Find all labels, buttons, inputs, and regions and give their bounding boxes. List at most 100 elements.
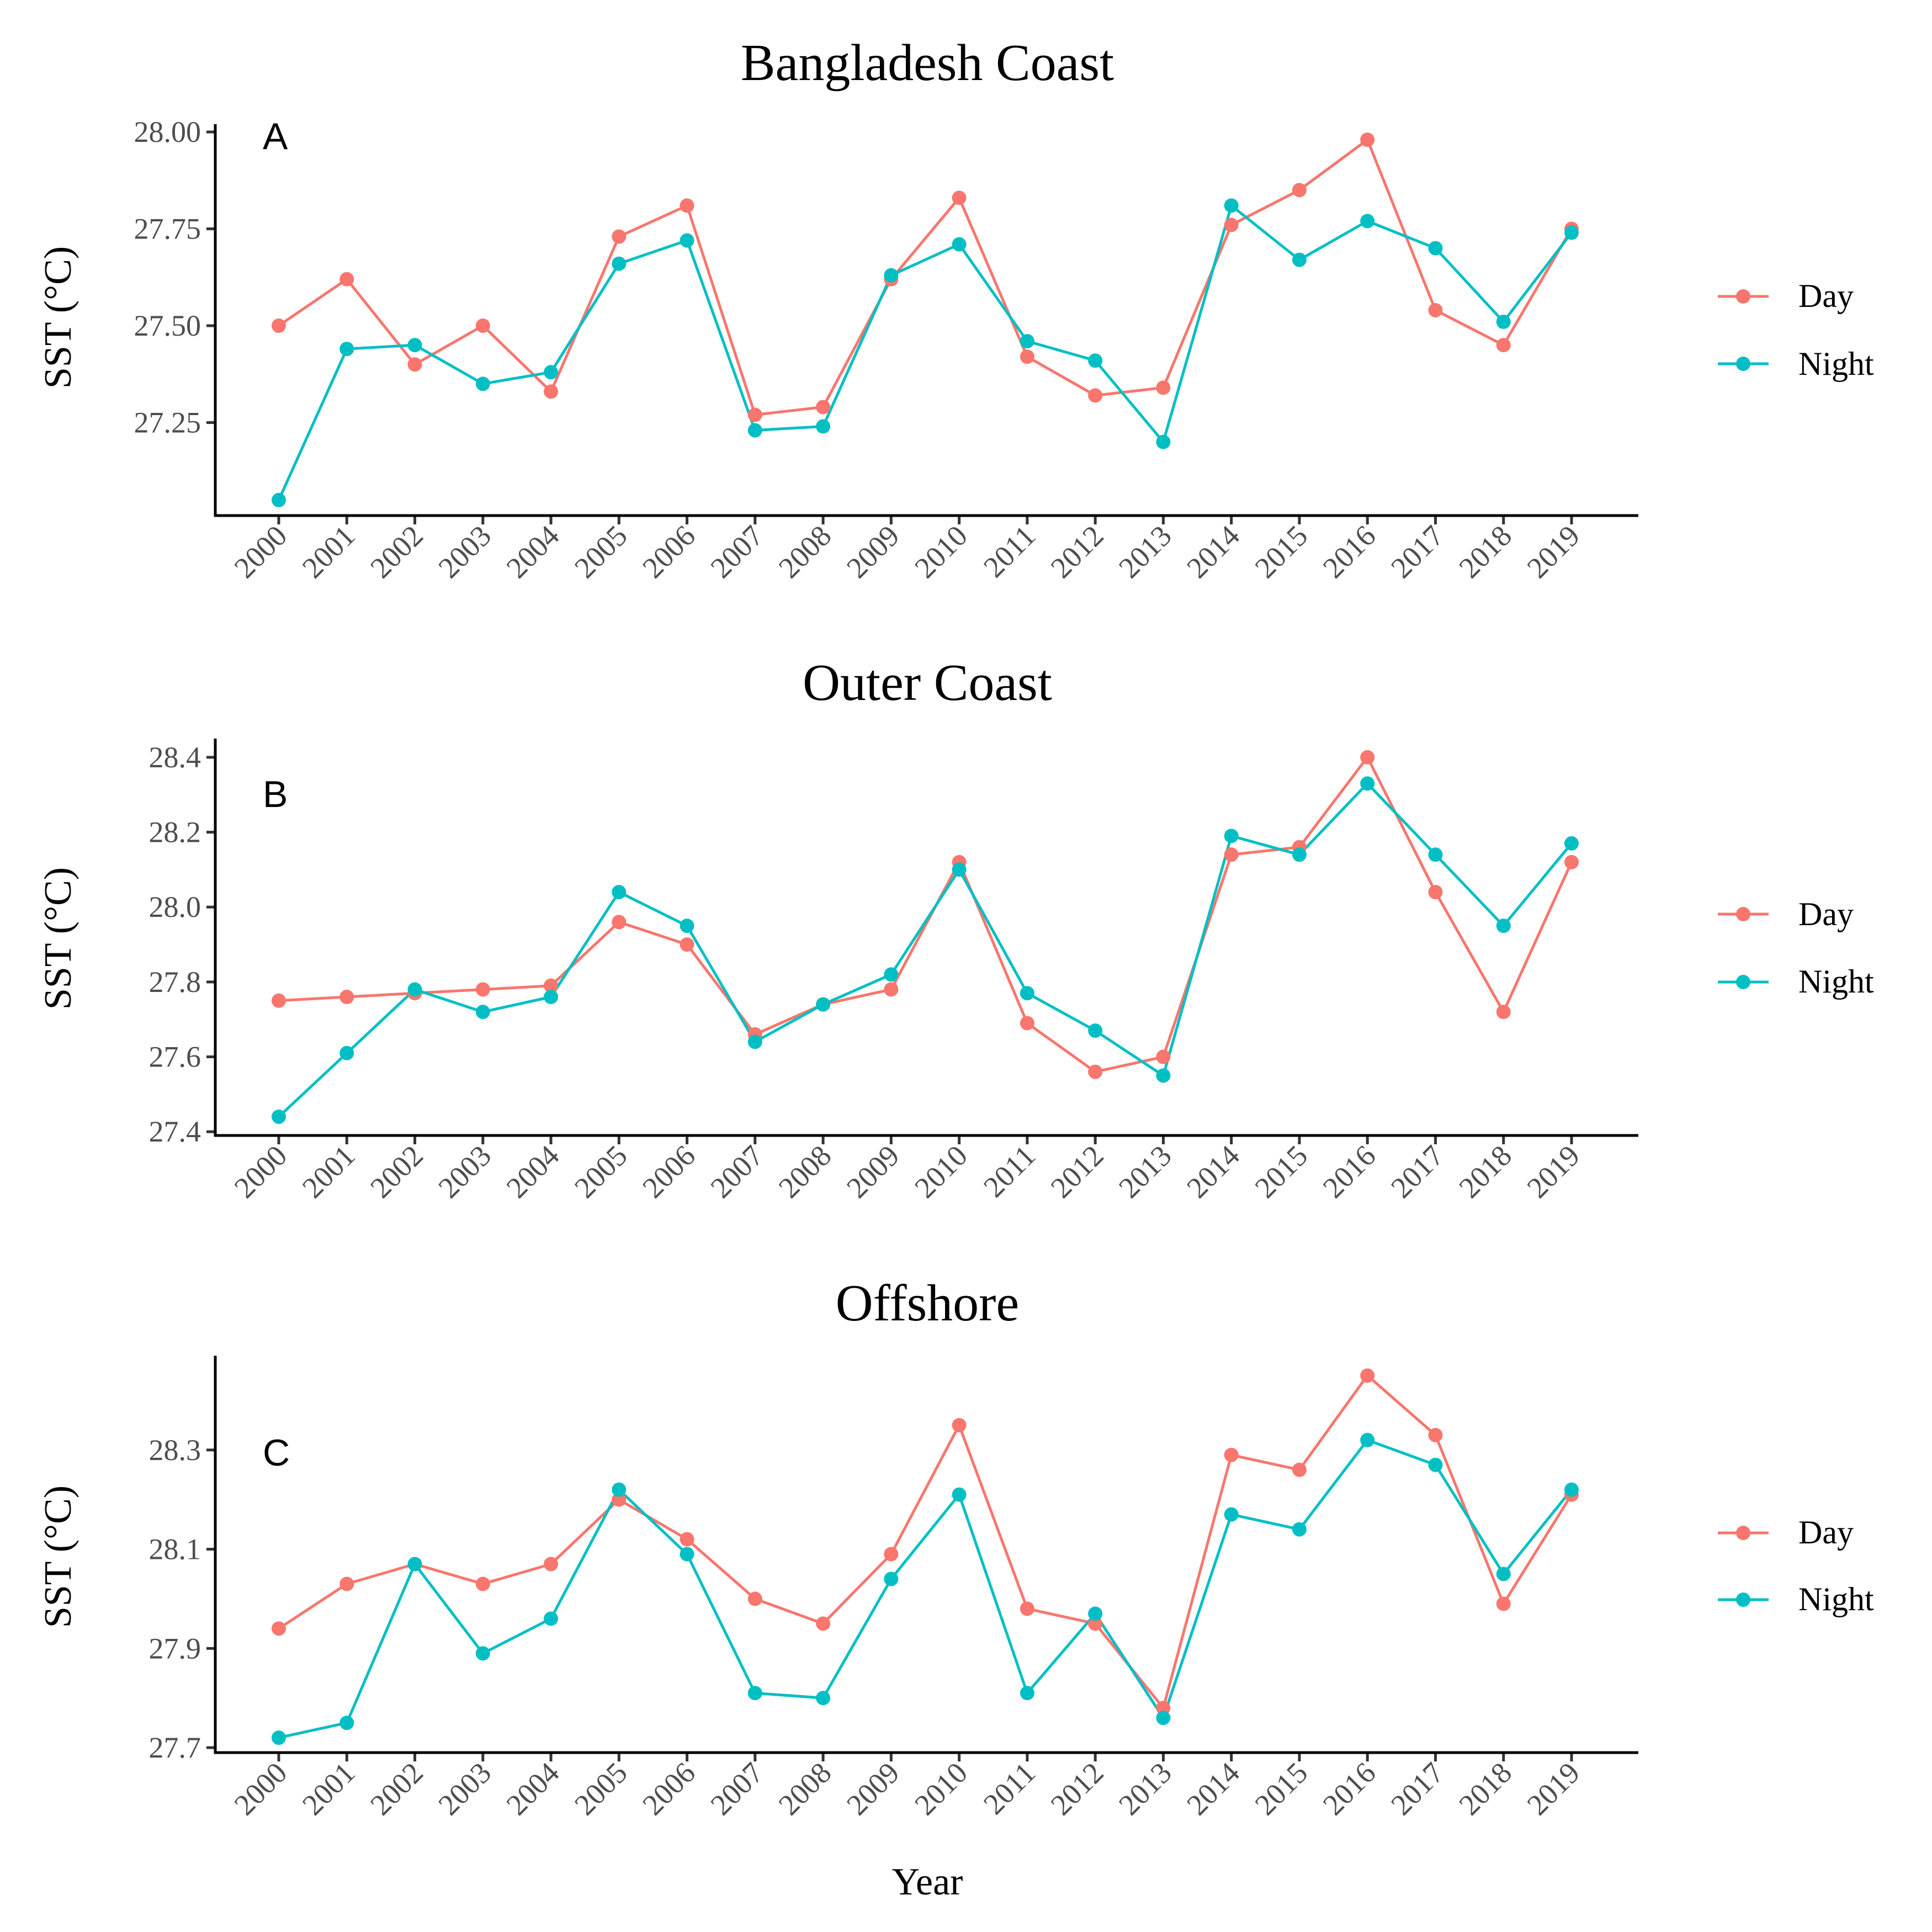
data-point-night — [407, 1557, 422, 1572]
x-tick-label: 2018 — [1452, 1139, 1518, 1204]
y-axis-ticks: 27.4 27.6 27.8 28.0 28.2 28.4 — [149, 741, 215, 1148]
x-tick-label: 2014 — [1180, 1756, 1246, 1822]
x-axis-ticks: 2000 2001 2002 2003 2004 2005 2006 2007 2008 2009… — [228, 1753, 1586, 1822]
data-point-night — [884, 1572, 899, 1586]
data-point-night — [1360, 1432, 1375, 1447]
x-tick-label: 2011 — [977, 1756, 1042, 1820]
data-point-day — [1020, 1016, 1034, 1031]
x-tick-label: 2009 — [840, 1756, 906, 1822]
data-point-day — [272, 993, 286, 1008]
x-tick-label: 2007 — [704, 1139, 770, 1204]
data-point-night — [1088, 353, 1103, 368]
data-point-day — [1496, 338, 1511, 353]
data-point-night — [952, 237, 967, 252]
data-point-night — [272, 1110, 286, 1124]
x-tick-label: 2015 — [1249, 1756, 1314, 1822]
y-tick-label: 27.25 — [134, 406, 201, 439]
x-tick-label: 2005 — [568, 519, 634, 585]
data-point-night — [544, 990, 559, 1005]
data-point-day — [1496, 1596, 1511, 1611]
data-point-night — [1088, 1606, 1103, 1621]
y-tick-label: 27.8 — [149, 965, 201, 999]
data-point-night — [475, 1646, 490, 1661]
y-tick-label: 28.00 — [134, 115, 201, 148]
data-point-night — [884, 268, 899, 283]
data-point-night — [1496, 315, 1511, 330]
x-tick-label: 2011 — [977, 1139, 1042, 1203]
data-point-day — [1496, 1005, 1511, 1020]
data-point-day — [680, 937, 694, 952]
x-tick-label: 2002 — [364, 519, 429, 585]
data-point-day — [884, 982, 899, 997]
data-point-night — [612, 885, 627, 900]
data-point-night — [475, 1005, 490, 1020]
data-point-night — [1156, 434, 1171, 449]
legend-item-night: Night — [1718, 346, 1874, 382]
x-tick-label: 2016 — [1317, 1756, 1382, 1822]
data-point-night — [1292, 847, 1307, 862]
x-tick-label: 2010 — [908, 1756, 974, 1822]
data-point-day — [1360, 1368, 1375, 1383]
plot-marks — [272, 1368, 1579, 1745]
data-point-day — [612, 229, 627, 244]
x-tick-label: 2003 — [432, 1139, 497, 1204]
data-point-night — [339, 342, 354, 357]
data-point-day — [475, 319, 490, 333]
data-point-night — [1292, 252, 1307, 267]
data-point-day — [272, 1621, 286, 1636]
x-tick-label: 2001 — [296, 1139, 362, 1204]
y-axis-label: SST (°C) — [37, 1485, 79, 1628]
x-tick-label: 2003 — [432, 1756, 497, 1822]
data-point-night — [1564, 225, 1579, 240]
panel-tag: A — [263, 115, 288, 157]
data-point-night — [407, 338, 422, 353]
x-tick-label: 2006 — [636, 1756, 702, 1822]
x-tick-label: 2009 — [840, 1139, 906, 1204]
data-point-night — [1224, 1507, 1239, 1522]
data-point-night — [1292, 1522, 1307, 1537]
x-tick-label: 2017 — [1384, 519, 1450, 585]
data-point-day — [1428, 302, 1443, 317]
legend-key-night-point — [1736, 1593, 1750, 1607]
data-point-night — [747, 423, 762, 438]
data-point-day — [1360, 132, 1375, 147]
x-tick-label: 2001 — [296, 1756, 362, 1822]
series-line-night — [277, 204, 1573, 501]
x-tick-label: 2007 — [704, 519, 770, 585]
data-point-night — [475, 376, 490, 391]
legend-key-night-point — [1736, 975, 1750, 989]
data-point-day — [680, 198, 694, 213]
y-tick-label: 28.3 — [149, 1434, 201, 1467]
x-tick-label: 2017 — [1384, 1756, 1450, 1822]
x-tick-label: 2013 — [1112, 519, 1178, 585]
legend-label-night: Night — [1798, 346, 1874, 382]
y-tick-label: 27.7 — [149, 1731, 201, 1764]
data-point-night — [1428, 847, 1443, 862]
x-tick-label: 2000 — [228, 1756, 294, 1822]
x-tick-label: 2015 — [1249, 1139, 1314, 1204]
panel-outer-coast: Outer Coast SST (°C) B 27.427.627.828.02… — [37, 654, 1638, 1204]
data-point-night — [544, 1611, 559, 1626]
x-tick-label: 2019 — [1521, 1139, 1586, 1204]
data-point-day — [612, 1492, 627, 1507]
legend-label-night: Night — [1798, 1581, 1874, 1617]
legend-key-day-point — [1736, 289, 1750, 304]
legend-item-day: Day — [1718, 1514, 1854, 1551]
data-point-night — [1360, 776, 1375, 791]
data-point-night — [816, 419, 831, 434]
data-point-night — [1496, 919, 1511, 933]
y-axis-ticks: 27.7 27.9 28.1 28.3 — [149, 1434, 215, 1764]
x-tick-label: 2005 — [568, 1756, 634, 1822]
data-point-night — [1156, 1711, 1171, 1726]
data-point-day — [747, 407, 762, 422]
x-tick-label: 2002 — [364, 1139, 429, 1204]
legend-label-day: Day — [1798, 1514, 1854, 1551]
data-point-day — [1224, 847, 1239, 862]
x-tick-label: 2012 — [1044, 519, 1110, 585]
legend-key-night-point — [1736, 357, 1750, 371]
x-tick-label: 2017 — [1384, 1139, 1450, 1204]
legend: Day Night — [1718, 1514, 1874, 1617]
x-tick-label: 2008 — [772, 519, 838, 585]
legend: Day Night — [1718, 278, 1874, 382]
data-point-night — [747, 1034, 762, 1049]
